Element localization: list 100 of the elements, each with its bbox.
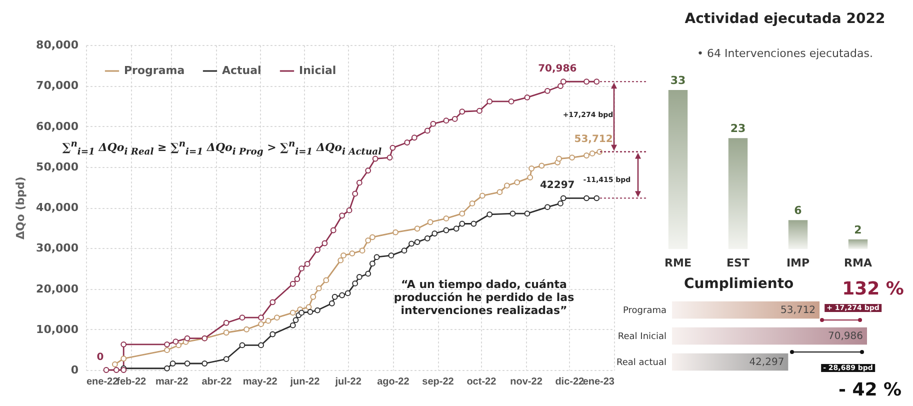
point <box>170 360 176 366</box>
point <box>365 168 372 174</box>
annotation: 53,712 <box>574 134 613 145</box>
point <box>352 280 358 286</box>
point <box>164 347 170 354</box>
y-tick-label: 80,000 <box>36 38 79 52</box>
point <box>306 304 312 310</box>
x-tick-label: mar-22 <box>155 376 189 388</box>
point <box>323 277 330 284</box>
point <box>486 211 493 218</box>
point <box>365 237 372 244</box>
annotation: 42297 <box>540 180 575 192</box>
legend-label: Programa <box>124 64 185 77</box>
x-tick-label: jul-22 <box>334 376 362 388</box>
point <box>411 134 418 141</box>
x-tick-label: feb-22 <box>116 376 147 388</box>
y-tick-label: 30,000 <box>36 242 79 255</box>
point <box>404 140 410 146</box>
point <box>258 321 264 328</box>
point <box>430 120 436 127</box>
point <box>164 365 170 372</box>
point <box>322 240 328 246</box>
legend-label: Inicial <box>299 64 336 77</box>
point <box>184 360 190 366</box>
point <box>369 260 376 267</box>
point <box>202 360 208 366</box>
point <box>349 250 356 256</box>
point <box>408 240 414 247</box>
point <box>176 342 182 348</box>
point <box>443 118 450 124</box>
point <box>390 144 396 151</box>
point <box>290 280 296 287</box>
chart-subtitle: • 64 Intervenciones ejecutadas. <box>697 47 873 60</box>
x-tick-label: IMP <box>786 256 810 270</box>
point <box>223 320 230 326</box>
point <box>270 299 276 306</box>
point <box>120 341 127 348</box>
point <box>103 367 110 373</box>
chart-title: Actividad ejecutada 2022 <box>684 11 886 27</box>
point <box>120 356 127 362</box>
bar <box>848 239 868 249</box>
point <box>359 248 366 254</box>
data-label: 2 <box>854 223 862 236</box>
point <box>270 331 276 338</box>
point <box>479 192 486 199</box>
point <box>470 220 477 227</box>
point <box>401 248 408 254</box>
y-tick-label: 50,000 <box>36 160 79 174</box>
point <box>244 326 250 332</box>
y-tick-label: Real actual <box>616 358 666 368</box>
point <box>304 261 310 267</box>
y-tick-label: 20,000 <box>36 282 79 296</box>
point <box>330 227 336 234</box>
point <box>339 292 345 298</box>
point <box>476 108 482 114</box>
point <box>356 274 362 280</box>
point <box>443 227 450 234</box>
point <box>365 270 372 277</box>
text: ∑$^{n}$$_{i=1}$ ΔQo$_{i Real}$ ≥ ∑$^{n}$$_{i=1}$ ΔQo$_{i Prog}$ > ∑$^{n}$$_{i=1}$ ΔQo$_{i Actual}$ <box>62 138 382 158</box>
point <box>310 294 316 300</box>
point <box>314 246 320 253</box>
x-tick-label: RME <box>664 256 692 270</box>
bar <box>668 90 688 249</box>
point <box>584 78 590 85</box>
point <box>469 200 476 206</box>
point <box>372 156 378 162</box>
point <box>594 78 600 85</box>
point <box>339 212 345 219</box>
point <box>346 207 352 214</box>
point <box>414 226 420 232</box>
point <box>298 310 304 316</box>
point <box>392 229 399 236</box>
x-tick-label: ago-22 <box>377 376 410 388</box>
bar <box>728 138 748 249</box>
point <box>332 294 338 300</box>
x-tick-label: ene-22 <box>86 376 119 388</box>
point <box>427 219 434 226</box>
point <box>524 210 530 217</box>
point <box>544 204 550 210</box>
point <box>307 308 314 315</box>
point <box>424 128 430 134</box>
point <box>560 195 566 202</box>
point <box>508 98 514 104</box>
annotation: 132 % <box>842 278 904 300</box>
x-tick-label: RMA <box>844 256 872 270</box>
point <box>527 174 534 180</box>
data-label: 42,297 <box>749 357 784 368</box>
x-tick-label: sep-22 <box>422 376 454 388</box>
point <box>239 314 246 321</box>
x-tick-label: may-22 <box>242 376 278 388</box>
x-tick-label: dic-22 <box>555 376 585 388</box>
point <box>386 154 393 160</box>
point <box>589 150 596 156</box>
bar <box>788 220 808 249</box>
point <box>424 235 430 242</box>
x-tick-label: abr-22 <box>202 376 232 388</box>
point <box>223 356 230 362</box>
point <box>352 190 358 197</box>
point <box>112 361 118 368</box>
point <box>265 318 272 324</box>
